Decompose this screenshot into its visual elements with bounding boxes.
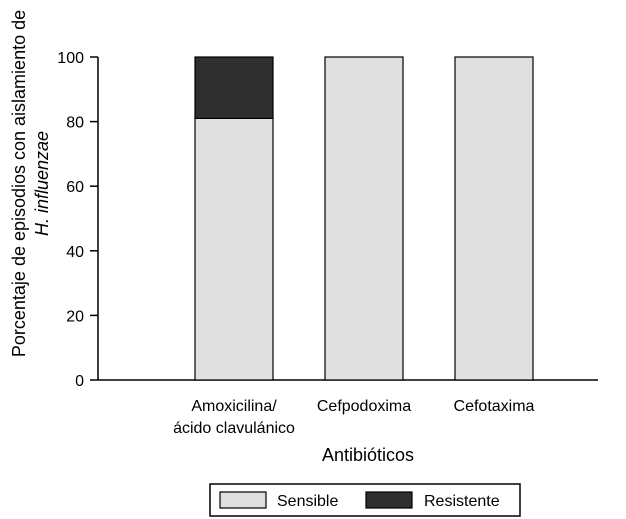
legend-swatch-sensible: [219, 491, 267, 509]
y-axis-title-line: Porcentaje de episodios con aislamiento …: [9, 10, 29, 357]
bar-segment-sensible: [454, 56, 534, 381]
y-tick-label: 60: [66, 179, 84, 196]
y-tick-label: 20: [66, 308, 84, 325]
legend-label: Sensible: [277, 493, 338, 510]
y-axis-title: Porcentaje de episodios con aislamiento …: [9, 10, 52, 357]
y-tick-label: 40: [66, 244, 84, 261]
legend-box: [209, 483, 521, 517]
y-axis-title-line: H. influenzae: [32, 131, 52, 236]
legend: Sensible Resistente: [209, 483, 521, 517]
y-tick-label: 100: [57, 50, 84, 67]
category-labels: Amoxicilina/ácido clavulánico Cefpodoxima…: [173, 398, 534, 437]
bar-segment-sensible: [324, 56, 404, 381]
legend-label: Resistente: [424, 493, 500, 510]
category-label: Amoxicilina/ácido clavulánico: [173, 398, 295, 437]
axes: 0 20 40 60 80 100: [57, 50, 598, 390]
category-label: Cefotaxima: [454, 398, 535, 415]
bars: [194, 56, 534, 381]
bar-segment-resistente: [194, 56, 274, 119]
y-tick-label: 0: [75, 373, 84, 390]
y-tick-label: 80: [66, 115, 84, 132]
bar-segment-sensible: [194, 117, 274, 381]
x-axis-title: Antibióticos: [322, 445, 414, 465]
legend-swatch-resistente: [365, 491, 413, 509]
category-label: Cefpodoxima: [317, 398, 411, 415]
